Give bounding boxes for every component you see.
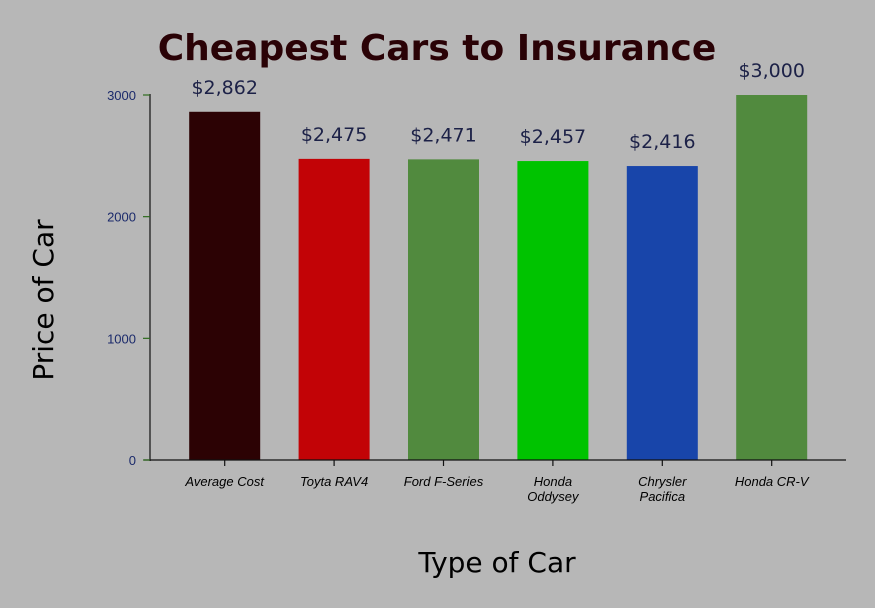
data-label-2: $2,471 xyxy=(410,124,476,146)
x-tick-label-1: Toyta RAV4 xyxy=(300,474,368,489)
x-tick-label-line: Chrysler xyxy=(638,474,687,489)
axes-layer xyxy=(143,94,846,466)
labels-layer: $2,862 $2,475 $2,471 $2,457 $2,416 $3,000 0 100… xyxy=(107,60,810,504)
x-tick-label-line: Oddysey xyxy=(527,489,580,504)
data-label-1: $2,475 xyxy=(301,124,367,146)
bar-4 xyxy=(626,166,698,460)
data-label-5: $3,000 xyxy=(738,60,804,82)
bar-5 xyxy=(736,95,808,460)
chart-title: Cheapest Cars to Insurance xyxy=(158,28,717,69)
data-label-4: $2,416 xyxy=(629,131,695,153)
y-tick-label-1: 1000 xyxy=(107,331,136,346)
y-axis-title: Price of Car xyxy=(27,219,60,381)
bar-1 xyxy=(298,158,370,460)
x-tick-label-4: Chrysler Pacifica xyxy=(638,474,687,504)
x-tick-label-line: Pacifica xyxy=(640,489,686,504)
bar-0 xyxy=(189,111,261,460)
x-tick-label-line: Average Cost xyxy=(184,474,265,489)
x-tick-label-0: Average Cost xyxy=(184,474,265,489)
y-tick-label-2: 2000 xyxy=(107,210,136,225)
x-axis-title: Type of Car xyxy=(417,546,576,579)
x-tick-label-line: Toyta RAV4 xyxy=(300,474,368,489)
data-label-0: $2,862 xyxy=(191,77,257,99)
x-tick-label-5: Honda CR-V xyxy=(735,474,810,489)
x-tick-label-3: Honda Oddysey xyxy=(527,474,580,504)
data-label-3: $2,457 xyxy=(520,126,586,148)
x-tick-label-line: Honda xyxy=(534,474,572,489)
x-tick-label-line: Ford F-Series xyxy=(404,474,484,489)
bar-3 xyxy=(517,161,589,460)
y-tick-label-0: 0 xyxy=(129,453,136,468)
x-tick-label-line: Honda CR-V xyxy=(735,474,810,489)
y-tick-label-3: 3000 xyxy=(107,88,136,103)
bar-2 xyxy=(408,159,479,460)
x-tick-label-2: Ford F-Series xyxy=(404,474,484,489)
bars-layer xyxy=(189,95,808,460)
